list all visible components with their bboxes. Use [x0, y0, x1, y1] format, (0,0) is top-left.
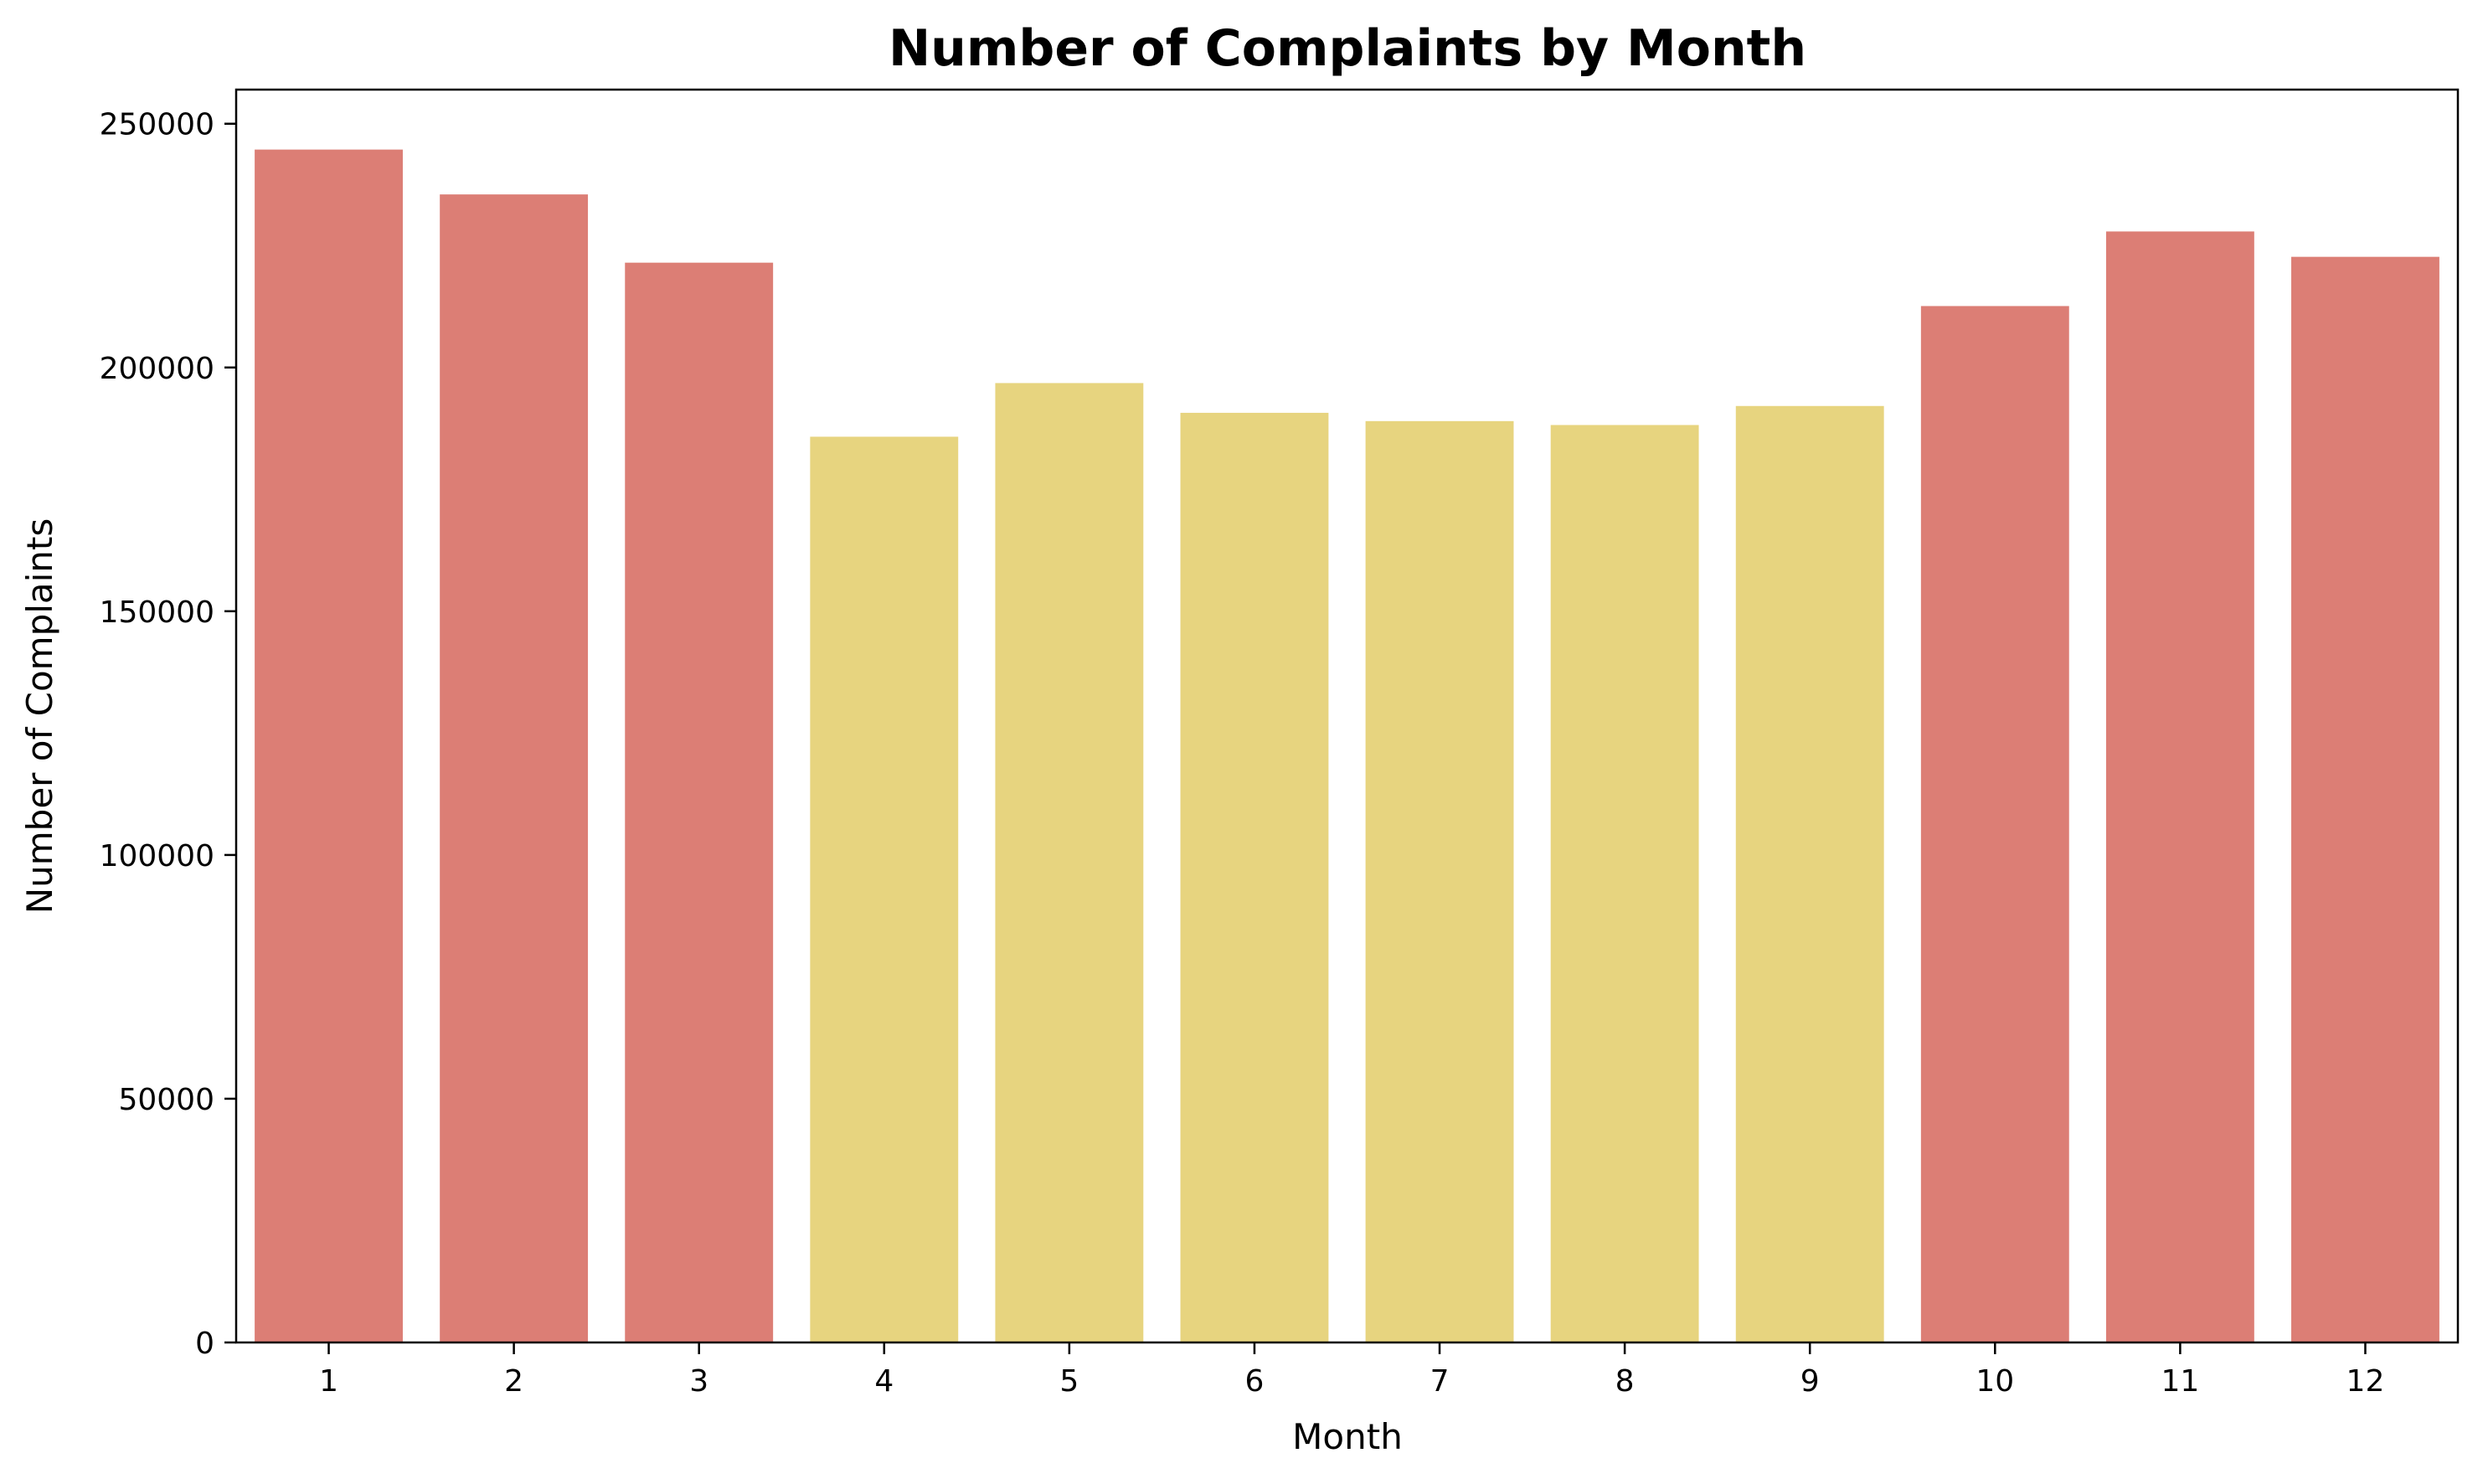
bar-month-8: [1550, 425, 1699, 1342]
x-tick-label-4: 4: [874, 1364, 894, 1399]
bar-month-10: [1920, 306, 2069, 1343]
axes-layer: 1 2 3 4 5 6 7 8 9 10 11 120500001000001500002000002…: [100, 88, 2460, 1399]
bar-month-3: [625, 262, 774, 1342]
y-tick-label-200000: 200000: [100, 352, 214, 386]
x-tick-label-10: 10: [1976, 1364, 2014, 1399]
x-tick-label-3: 3: [689, 1364, 708, 1399]
x-tick-label-1: 1: [319, 1364, 338, 1399]
bar-month-2: [440, 194, 589, 1342]
bar-month-6: [1180, 412, 1329, 1343]
x-tick-label-8: 8: [1615, 1364, 1635, 1399]
y-tick-label-0: 0: [195, 1327, 214, 1361]
bar-month-1: [255, 149, 403, 1343]
x-tick-label-11: 11: [2161, 1364, 2199, 1399]
chart-title: Number of Complaints by Month: [889, 19, 1806, 78]
x-tick-label-9: 9: [1800, 1364, 1820, 1399]
bar-month-4: [810, 436, 959, 1343]
plot-frame: [234, 88, 2460, 1344]
x-tick-label-6: 6: [1245, 1364, 1265, 1399]
bar-month-7: [1365, 420, 1514, 1343]
y-tick-label-50000: 50000: [118, 1083, 214, 1117]
bar-month-11: [2105, 231, 2254, 1342]
bar-month-9: [1735, 405, 1884, 1342]
x-tick-label-7: 7: [1430, 1364, 1450, 1399]
x-axis-label: Month: [1292, 1416, 1403, 1457]
x-tick-label-5: 5: [1059, 1364, 1079, 1399]
y-tick-label-150000: 150000: [100, 595, 214, 630]
y-axis-label: Number of Complaints: [19, 518, 60, 915]
x-tick-label-12: 12: [2346, 1364, 2385, 1399]
bar-month-5: [995, 383, 1144, 1342]
bars-layer: [255, 149, 2439, 1343]
x-tick-label-2: 2: [504, 1364, 523, 1399]
y-tick-label-100000: 100000: [100, 839, 214, 873]
bar-month-12: [2291, 256, 2439, 1342]
y-tick-label-250000: 250000: [100, 108, 214, 142]
